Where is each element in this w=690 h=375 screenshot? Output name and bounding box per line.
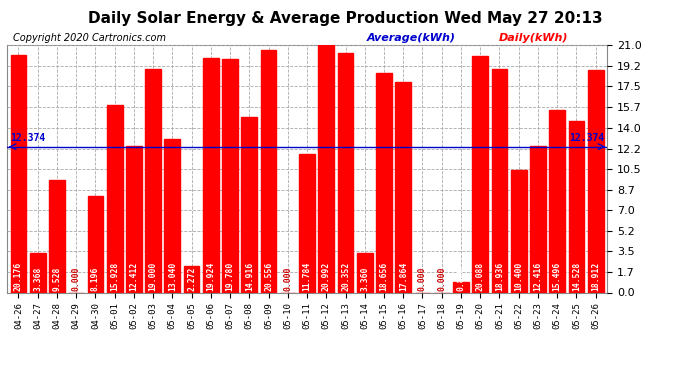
Bar — [145, 69, 161, 292]
Text: 19.924: 19.924 — [206, 262, 215, 291]
Text: 12.416: 12.416 — [533, 262, 542, 291]
Text: 0.000: 0.000 — [418, 267, 427, 291]
Text: 18.912: 18.912 — [591, 262, 600, 291]
Bar — [491, 69, 507, 292]
Text: 20.992: 20.992 — [322, 262, 331, 291]
Text: Daily(kWh): Daily(kWh) — [499, 33, 569, 42]
Text: 15.928: 15.928 — [110, 262, 119, 291]
Text: 11.784: 11.784 — [302, 262, 312, 291]
Bar — [530, 146, 546, 292]
Text: 12.374: 12.374 — [569, 133, 604, 143]
Text: 14.528: 14.528 — [572, 262, 581, 291]
Bar — [337, 53, 353, 292]
Text: 18.936: 18.936 — [495, 262, 504, 291]
Bar — [511, 170, 526, 292]
Bar — [473, 56, 488, 292]
Text: 20.088: 20.088 — [475, 262, 484, 291]
Bar — [203, 58, 219, 292]
Bar — [88, 196, 103, 292]
Text: 20.556: 20.556 — [264, 262, 273, 291]
Bar — [299, 154, 315, 292]
Text: 18.656: 18.656 — [380, 262, 388, 291]
Text: 17.864: 17.864 — [399, 262, 408, 291]
Text: 0.000: 0.000 — [72, 267, 81, 291]
Text: 9.528: 9.528 — [52, 267, 61, 291]
Bar — [222, 59, 238, 292]
Text: 14.916: 14.916 — [245, 262, 254, 291]
Text: 12.412: 12.412 — [130, 262, 139, 291]
Text: 13.040: 13.040 — [168, 262, 177, 291]
Bar — [357, 253, 373, 292]
Text: 0.000: 0.000 — [284, 267, 293, 291]
Bar — [49, 180, 65, 292]
Text: 19.780: 19.780 — [226, 262, 235, 291]
Text: 3.368: 3.368 — [33, 267, 42, 291]
Bar — [569, 121, 584, 292]
Bar — [395, 82, 411, 292]
Text: 15.496: 15.496 — [553, 262, 562, 291]
Text: 20.176: 20.176 — [14, 262, 23, 291]
Text: 19.000: 19.000 — [148, 262, 157, 291]
Bar — [30, 253, 46, 292]
Bar — [241, 117, 257, 292]
Bar — [453, 282, 469, 292]
Text: 0.000: 0.000 — [437, 267, 446, 291]
Bar — [318, 45, 334, 292]
Text: 12.374: 12.374 — [10, 133, 45, 143]
Text: 8.196: 8.196 — [91, 267, 100, 291]
Bar — [164, 139, 180, 292]
Bar — [549, 110, 565, 292]
Bar — [10, 55, 26, 292]
Text: 20.352: 20.352 — [341, 262, 350, 291]
Text: 2.272: 2.272 — [187, 267, 196, 291]
Bar — [107, 105, 123, 292]
Text: 0.880: 0.880 — [457, 267, 466, 291]
Text: Average(kWh): Average(kWh) — [367, 33, 456, 42]
Bar — [126, 146, 141, 292]
Text: 10.400: 10.400 — [514, 262, 523, 291]
Bar — [588, 70, 604, 292]
Bar — [376, 73, 392, 292]
Bar — [184, 266, 199, 292]
Text: Copyright 2020 Cartronics.com: Copyright 2020 Cartronics.com — [13, 33, 166, 42]
Text: Daily Solar Energy & Average Production Wed May 27 20:13: Daily Solar Energy & Average Production … — [88, 11, 602, 26]
Text: 3.360: 3.360 — [360, 267, 369, 291]
Bar — [261, 50, 277, 292]
